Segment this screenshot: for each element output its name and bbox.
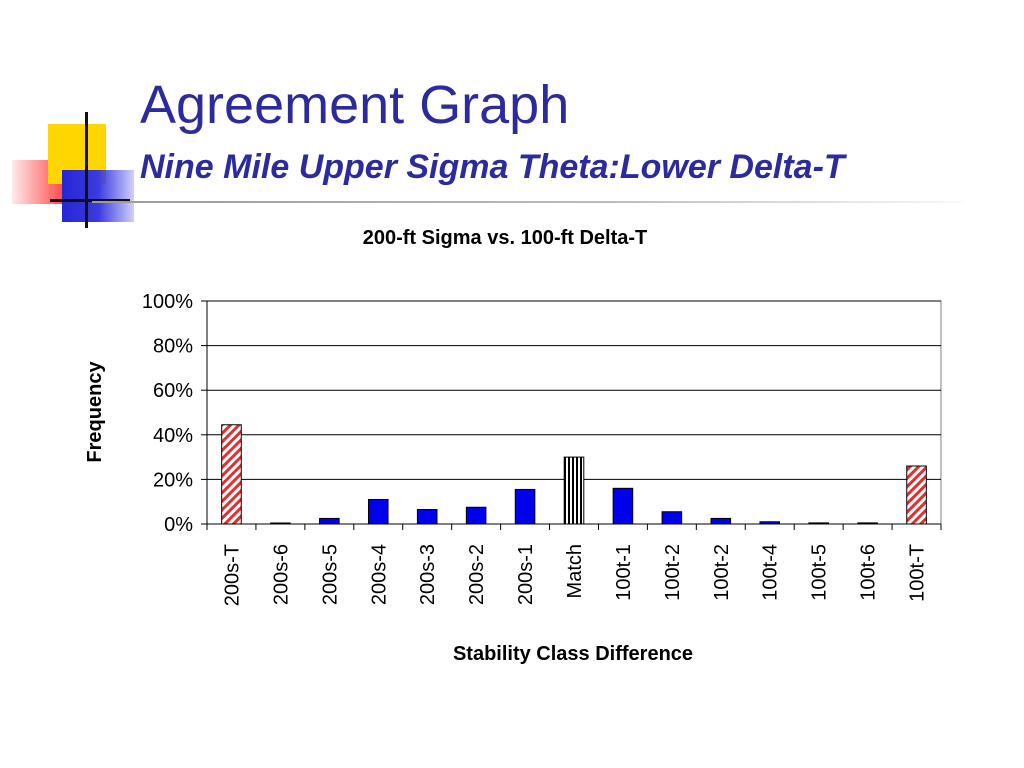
y-tick-label: 60% [153,380,193,402]
slide-title: Agreement Graph [140,75,570,135]
decor-horizontal-line [50,199,130,202]
x-tick-label: 100t-4 [760,544,782,601]
y-axis-label: Frequency [84,361,106,463]
bar-match [563,456,585,525]
x-tick-label: 200s-T [221,544,243,606]
bar-100t-5 [808,522,829,525]
x-tick-label: 100t-6 [858,544,880,601]
decor-blue-square [62,170,134,222]
bar-100t-1 [612,487,634,525]
x-axis-label: Stability Class Difference [453,643,693,665]
bar-200s-3 [416,509,438,525]
bar-100t-6 [857,522,878,525]
x-tick-label: 200s-5 [319,544,341,605]
bar-100t-4 [759,521,781,525]
x-tick-label: 200s-4 [368,544,390,605]
x-tick-label: 200s-2 [466,544,488,605]
x-tick-label: 100t-T [907,544,929,602]
y-tick-label: 40% [153,425,193,447]
bar-100t-t [906,465,927,525]
x-tick-label: 200s-3 [417,544,439,605]
y-tick-label: 100% [142,291,193,313]
bar-200s-1 [514,488,536,525]
y-tick-label: 0% [164,514,193,536]
bar-200s-t [221,424,242,525]
title-underline [92,201,962,203]
x-tick-label: 100t-2 [711,544,733,601]
decor-vertical-line [85,112,88,228]
bar-200s-5 [319,517,340,525]
x-tick-label: 200s-6 [270,544,292,605]
bar-100t-2 [661,511,683,525]
x-tick-label: 100t-5 [809,544,831,601]
chart-title: 200-ft Sigma vs. 100-ft Delta-T [363,227,648,249]
slide-subtitle: Nine Mile Upper Sigma Theta:Lower Delta-… [140,148,845,186]
x-tick-label: 100t-2 [662,544,684,601]
bar-200s-2 [465,506,487,525]
x-tick-label: Match [564,544,586,598]
x-tick-label: 100t-1 [613,544,635,601]
bar-100t-2 [710,517,732,525]
bar-200s-4 [367,498,389,525]
y-tick-label: 20% [153,469,193,491]
x-tick-label: 200s-1 [515,544,537,605]
y-tick-label: 80% [153,336,193,358]
bar-200s-6 [270,522,291,525]
